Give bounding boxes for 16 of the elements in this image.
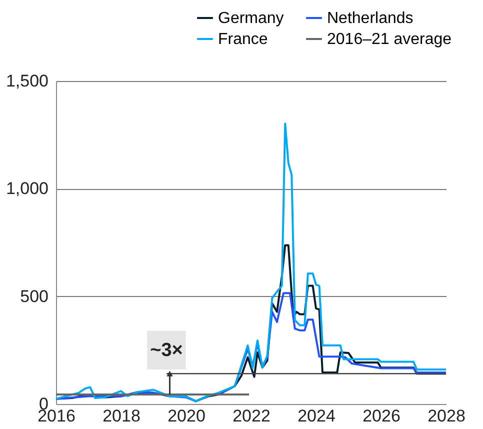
x-tick-label: 2022 (232, 406, 270, 426)
x-tick-label: 2024 (298, 406, 336, 426)
legend-label: Netherlands (327, 10, 414, 27)
x-tick-label: 2020 (168, 406, 206, 426)
x-tick-label: 2018 (102, 406, 140, 426)
legend-label: France (218, 31, 268, 48)
line-series (55, 122, 447, 402)
annotation: ~3× (150, 340, 183, 362)
legend-label: 2016–21 average (327, 31, 452, 48)
y-tick-label: 1,000 (6, 179, 48, 198)
y-tick-label: 1,500 (6, 72, 48, 90)
x-tick-label: 2026 (362, 406, 400, 426)
y-tick-label: 500 (20, 286, 48, 306)
x-tick-label: 2028 (428, 406, 466, 426)
line-series (55, 292, 447, 402)
legend-label: Germany (218, 10, 284, 27)
